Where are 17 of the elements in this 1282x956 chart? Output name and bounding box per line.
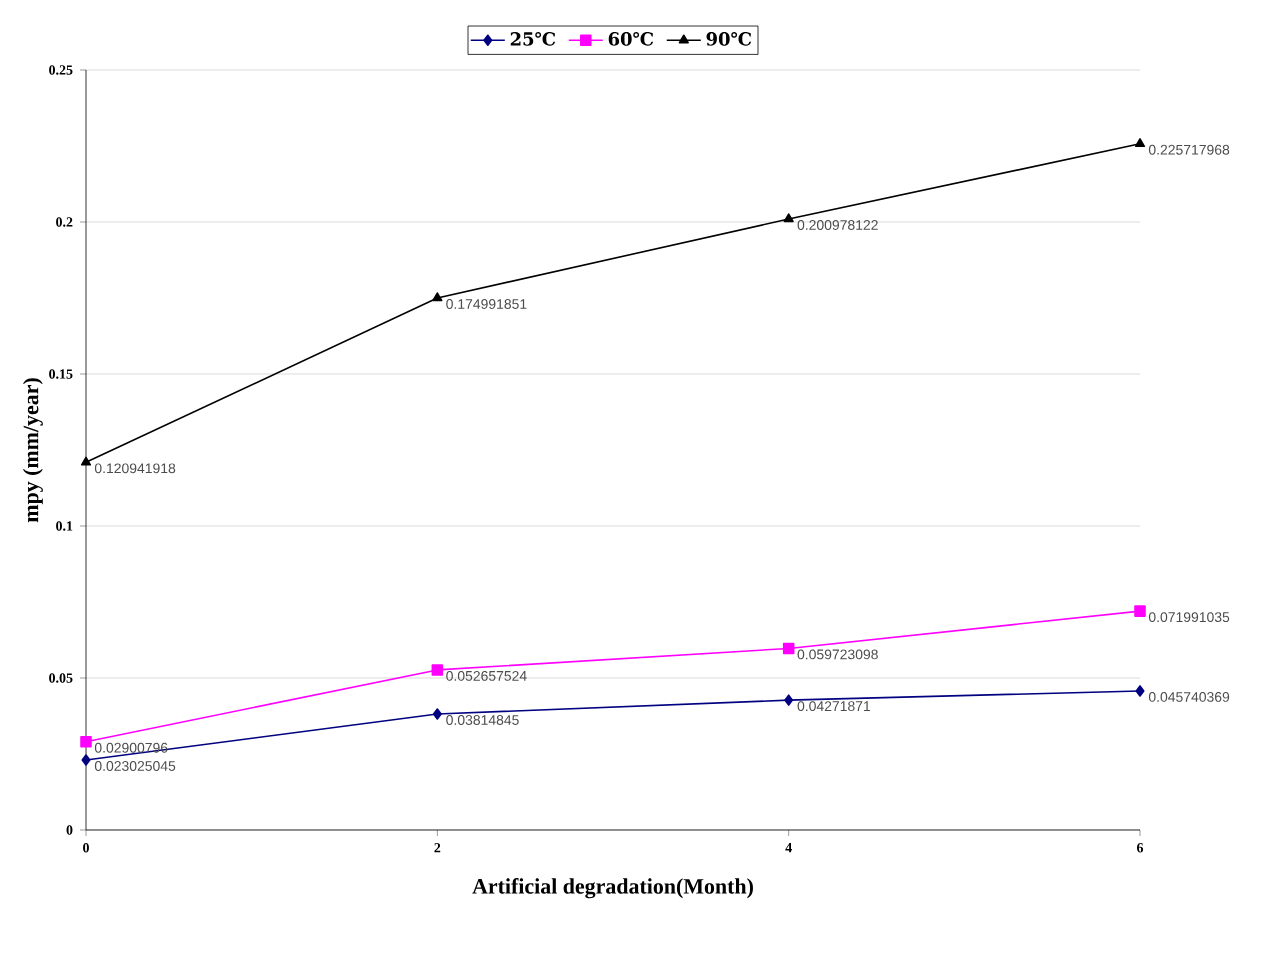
point bbox=[782, 642, 795, 655]
legend-label: 60℃ bbox=[608, 31, 654, 46]
y-axis-title: mpy (mm/year) bbox=[22, 378, 43, 523]
point bbox=[1135, 685, 1145, 697]
point bbox=[431, 664, 444, 676]
point bbox=[1134, 138, 1146, 148]
point bbox=[80, 456, 92, 466]
point bbox=[80, 736, 92, 748]
legend-label: 90℃ bbox=[706, 31, 752, 46]
point bbox=[783, 213, 794, 223]
legend-label: 25℃ bbox=[510, 31, 556, 46]
x-axis-title: Artificial degradation(Month) bbox=[472, 878, 753, 899]
point bbox=[432, 292, 443, 302]
point bbox=[432, 708, 442, 720]
point bbox=[1134, 605, 1146, 617]
point bbox=[81, 754, 91, 766]
point bbox=[784, 694, 794, 706]
